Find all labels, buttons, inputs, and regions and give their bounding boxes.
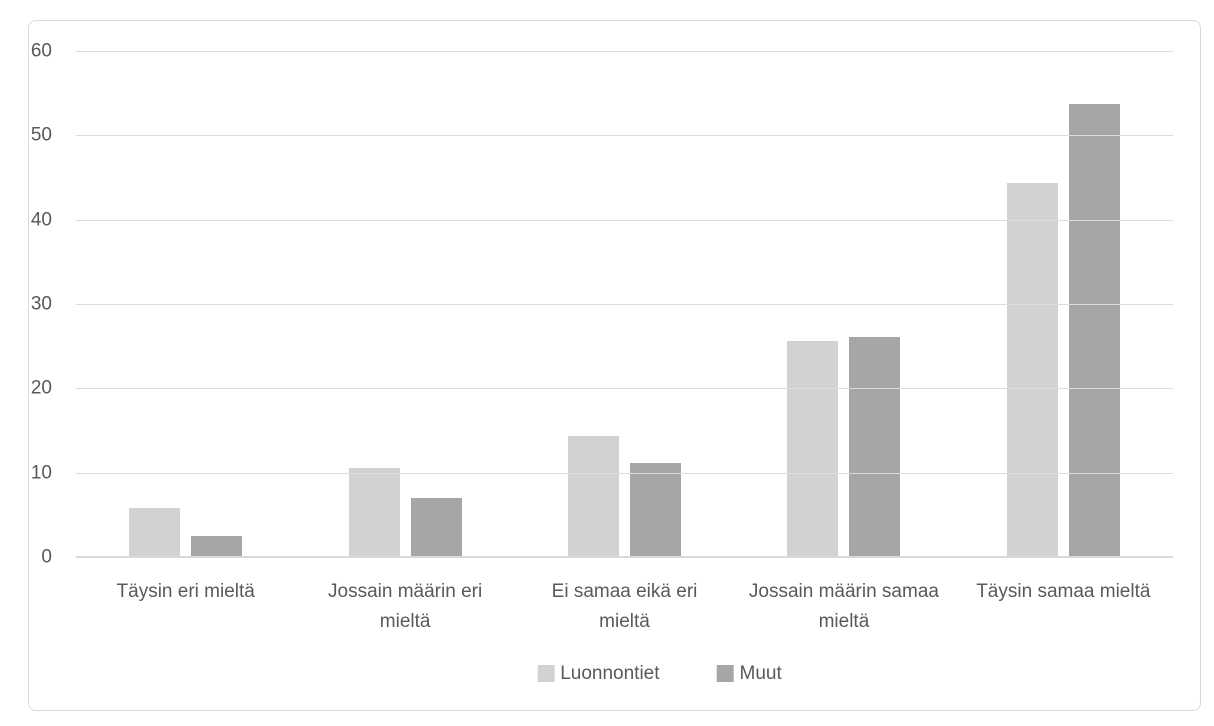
gridline (76, 472, 1173, 474)
bar-muut (849, 336, 901, 557)
bar-muut (630, 463, 682, 557)
x-axis-line (76, 556, 1173, 558)
bar-luonnontiet (1006, 182, 1058, 557)
bar-luonnontiet (568, 435, 620, 557)
legend-swatch-icon (537, 665, 555, 682)
gridline (76, 388, 1173, 390)
bar-group (515, 51, 734, 557)
y-tick-label: 20 (30, 377, 52, 399)
legend-label: Muut (739, 663, 782, 684)
bar-luonnontiet (129, 508, 181, 557)
bar-muut (1068, 104, 1120, 557)
gridline (76, 51, 1173, 52)
x-category-label-text: Jossain määrin samaa mieltä (748, 581, 939, 633)
y-tick-label: 0 (41, 546, 52, 568)
x-category-label: Jossain määrin samaa mieltä (734, 577, 953, 638)
x-category-label-text: Jossain määrin eri mieltä (328, 581, 483, 633)
gridline (76, 135, 1173, 137)
legend-swatch-icon (716, 665, 734, 682)
plot-area (76, 51, 1173, 558)
bar-muut (191, 535, 243, 557)
x-category-label-text: Täysin samaa mieltä (976, 581, 1151, 602)
y-tick-label: 50 (30, 124, 52, 146)
bar-group (295, 51, 514, 557)
gridline (76, 304, 1173, 305)
x-category-label: Ei samaa eikä eri mieltä (515, 577, 734, 638)
legend-item-luonnontiet: Luonnontiet (537, 663, 660, 684)
y-tick-label: 30 (30, 293, 52, 315)
bar-group (734, 51, 953, 557)
chart-frame: Täysin eri mieltä Jossain määrin eri miel… (28, 20, 1201, 711)
bar-muut (410, 497, 462, 557)
x-category-label: Jossain määrin eri mieltä (295, 577, 514, 638)
gridline (76, 219, 1173, 221)
y-tick-label: 60 (30, 40, 52, 62)
bar-luonnontiet (348, 468, 400, 557)
bar-luonnontiet (787, 341, 839, 557)
x-category-label-text: Täysin eri mieltä (116, 581, 255, 602)
x-category-label: Täysin samaa mieltä (954, 577, 1173, 638)
legend-item-muut: Muut (716, 663, 782, 684)
bar-groups (76, 51, 1173, 557)
y-tick-label: 40 (30, 209, 52, 231)
x-category-label-text: Ei samaa eikä eri mieltä (551, 581, 698, 633)
bar-group (954, 51, 1173, 557)
bar-group (76, 51, 295, 557)
legend: Luonnontiet Muut (537, 664, 782, 683)
x-axis-labels: Täysin eri mieltä Jossain määrin eri miel… (76, 577, 1173, 638)
legend-label: Luonnontiet (560, 663, 660, 684)
x-category-label: Täysin eri mieltä (76, 577, 295, 638)
y-tick-label: 10 (30, 462, 52, 484)
